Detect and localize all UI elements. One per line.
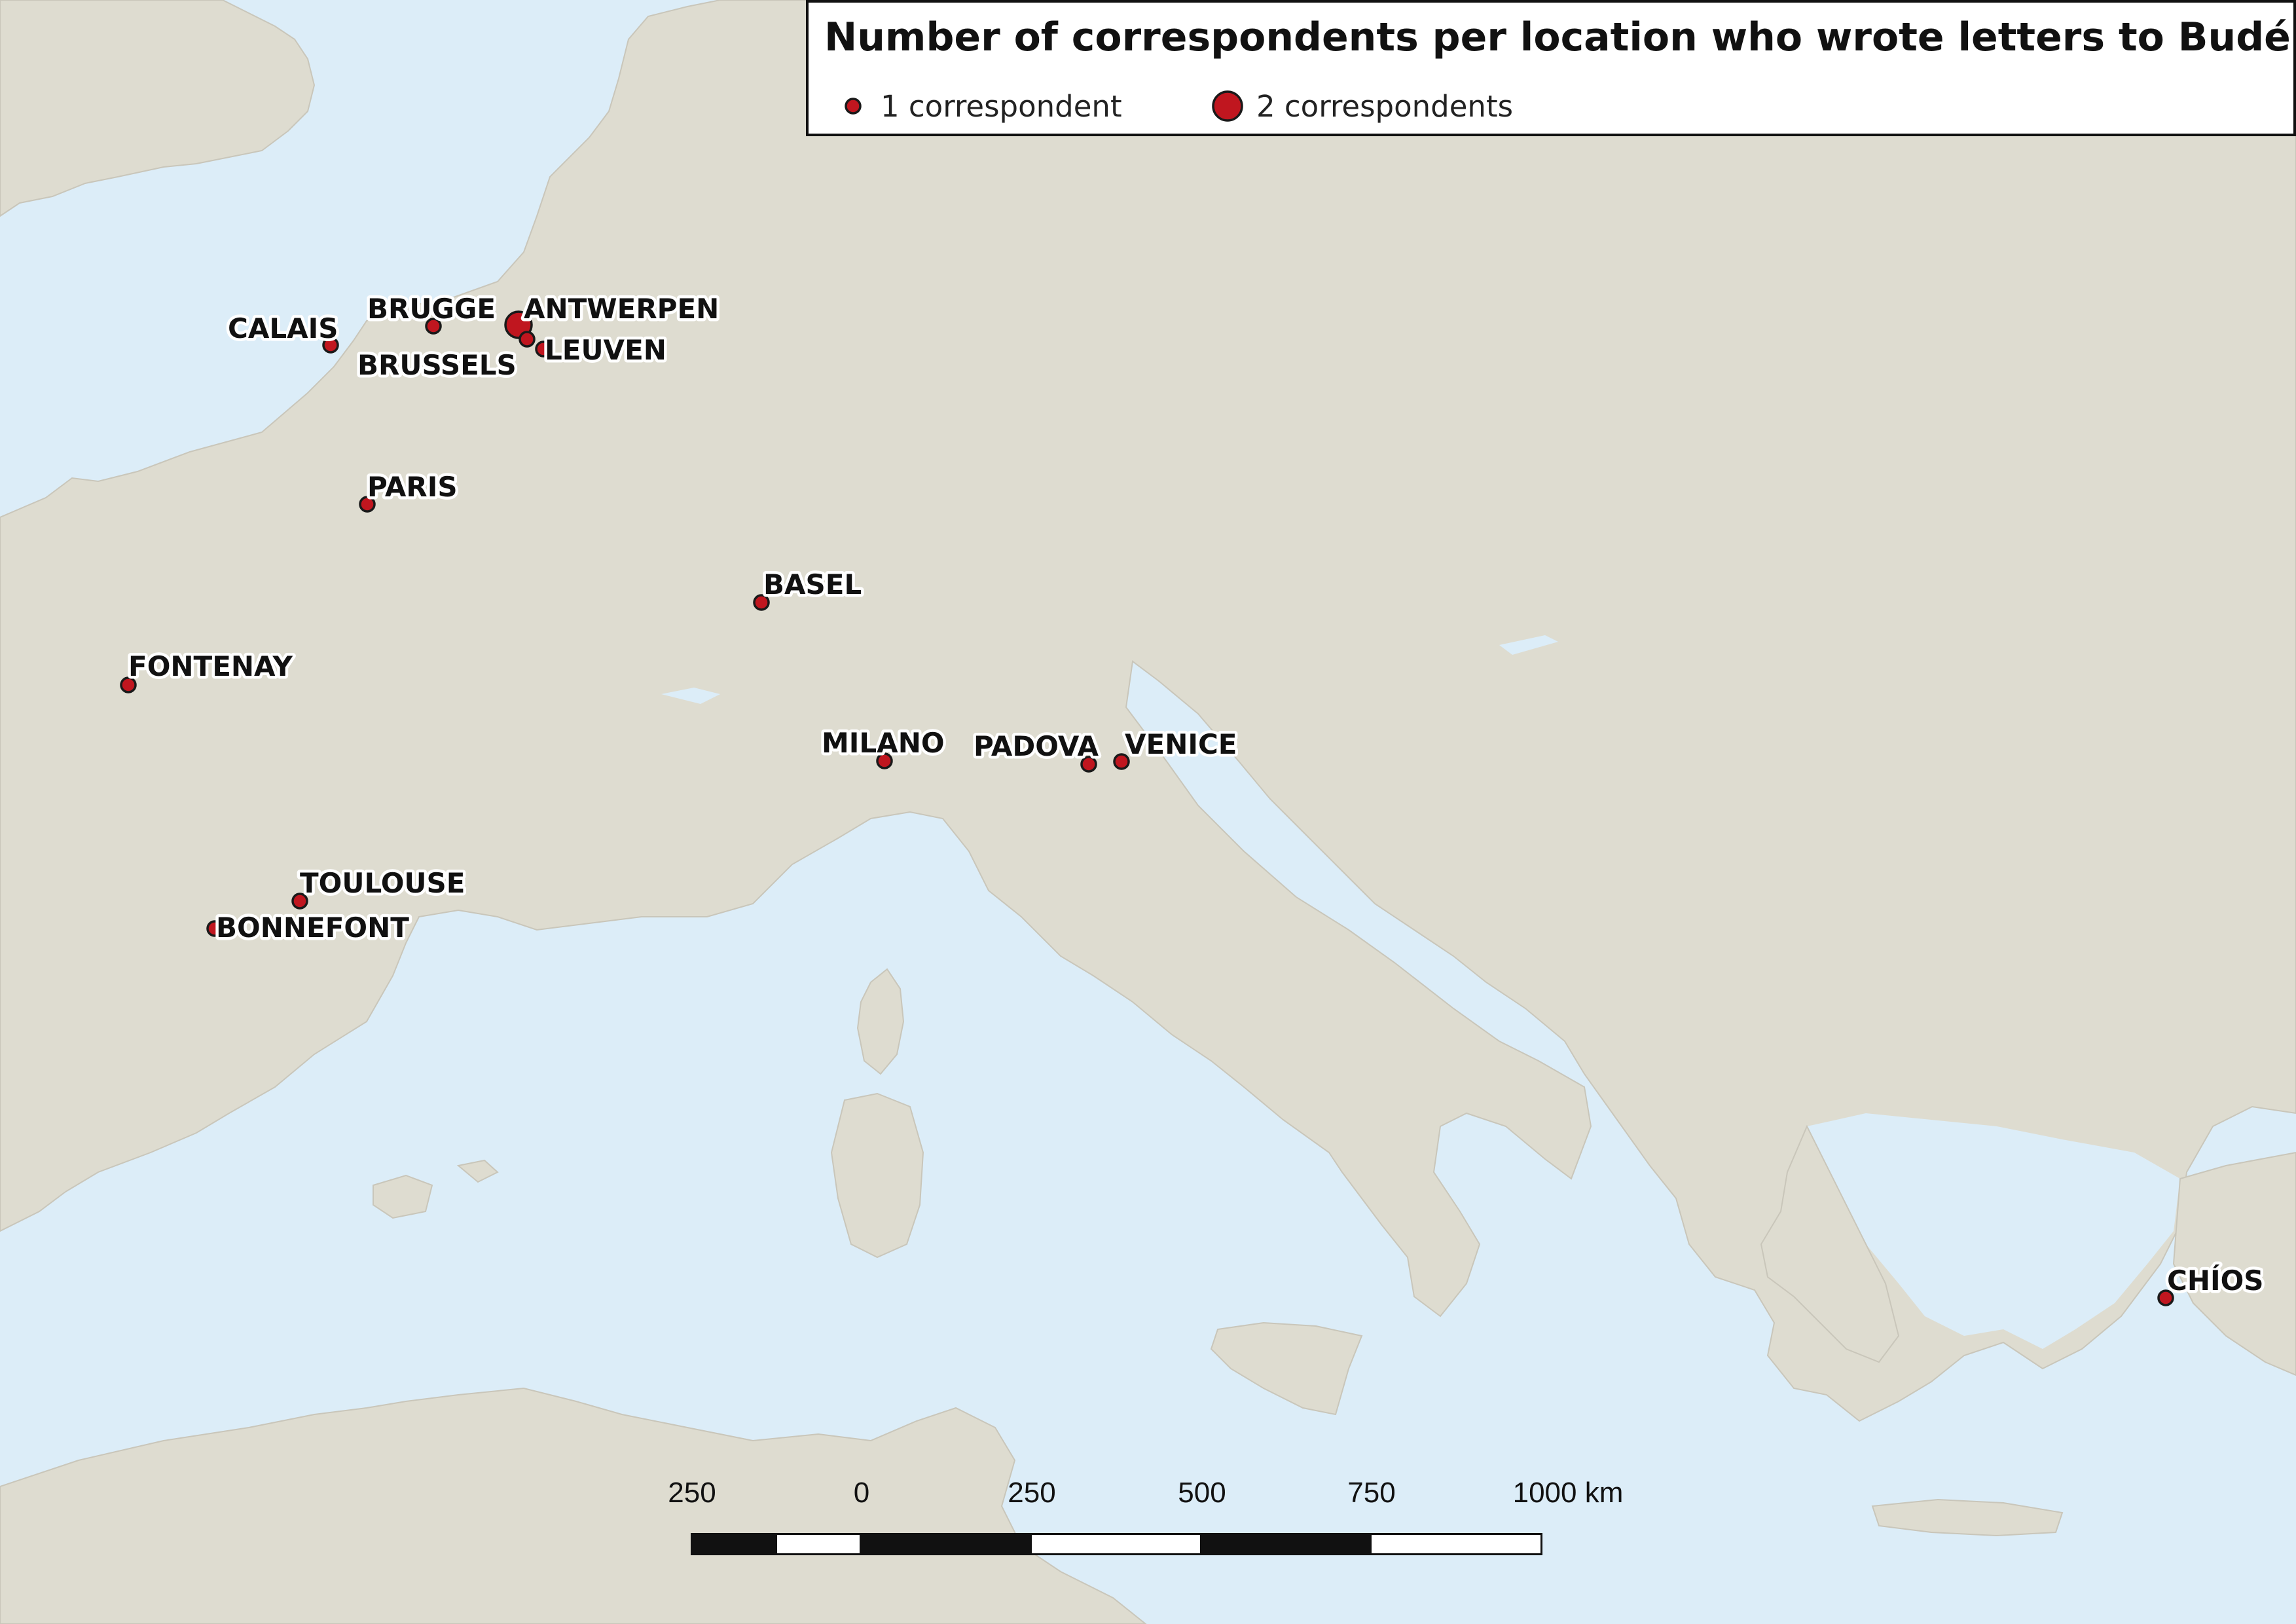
city-label: PARIS [367, 471, 458, 503]
scale-segment [1030, 1533, 1202, 1555]
greece-peninsula [1760, 1124, 1900, 1363]
scale-segment [775, 1533, 862, 1555]
scale-label: 750 [1347, 1477, 1396, 1509]
continental-europe [0, 0, 2296, 1422]
city-marker[interactable] [1080, 756, 1097, 773]
corsica [856, 968, 905, 1075]
great-britain [0, 0, 316, 217]
legend-item-2: 2 correspondents [1209, 86, 1513, 126]
city-marker[interactable] [876, 752, 893, 769]
north-africa [0, 1387, 1147, 1624]
city-marker[interactable] [535, 341, 552, 358]
city-marker[interactable] [753, 594, 770, 611]
city-label: CHÍOS [2167, 1264, 2264, 1297]
city-label: VENICE [1125, 728, 1237, 760]
turkey-coast [2172, 1151, 2296, 1376]
city-label: BRUSSELS [357, 349, 517, 381]
scale-segment [1370, 1533, 1542, 1555]
legend-dot-small-icon [845, 98, 862, 115]
city-label: FONTENAY [128, 650, 293, 682]
city-markers [120, 310, 2174, 1306]
city-marker[interactable] [291, 893, 308, 910]
city-labels: CALAIS BRUGGE ANTWERPEN LEUVEN BRUSSELS … [126, 290, 2267, 1300]
city-marker[interactable] [120, 676, 137, 693]
inland-water [661, 635, 2180, 1349]
scale-segment [1200, 1533, 1372, 1555]
scale-segment [691, 1533, 777, 1555]
scale-label: 0 [853, 1477, 870, 1509]
city-marker[interactable] [359, 496, 376, 513]
crete [1871, 1498, 2064, 1537]
lake-balaton [1499, 635, 1558, 655]
scale-label: 1000 km [1512, 1477, 1624, 1509]
city-marker[interactable] [519, 331, 536, 348]
city-marker[interactable] [322, 337, 339, 354]
legend-label-1: 1 correspondent [881, 88, 1122, 124]
legend-item-1: 1 correspondent [840, 86, 1122, 126]
city-marker[interactable] [1113, 753, 1130, 770]
scale-label: 250 [1008, 1477, 1056, 1509]
aegean-sea [1807, 1113, 2180, 1349]
legend-title: Number of correspondents per location wh… [824, 14, 2291, 60]
city-label: BRUGGE [367, 293, 496, 325]
menorca [456, 1159, 499, 1183]
city-marker[interactable] [206, 920, 223, 937]
sardinia [830, 1092, 924, 1259]
legend-dot-large-icon [1212, 90, 1243, 122]
city-label: LEUVEN [545, 334, 666, 366]
map-legend: Number of correspondents per location wh… [806, 0, 2296, 136]
city-label: TOULOUSE [300, 867, 465, 899]
greece-land [1760, 1124, 2296, 1376]
city-marker[interactable] [2157, 1289, 2174, 1306]
city-label: ANTWERPEN [524, 293, 719, 325]
lake-geneva [661, 688, 720, 704]
scale-bar: 250 0 250 500 750 1000 km [655, 1477, 1623, 1562]
scale-segment [860, 1533, 1032, 1555]
city-marker[interactable] [425, 318, 442, 335]
city-label: MILANO [822, 727, 945, 759]
scale-label: 250 [668, 1477, 716, 1509]
city-label: BASEL [763, 568, 862, 600]
city-label: CALAIS [228, 312, 338, 344]
city-label: BONNEFONT [216, 912, 409, 944]
city-label: PADOVA [974, 730, 1099, 762]
sicily [1210, 1321, 1363, 1416]
scale-label: 500 [1178, 1477, 1226, 1509]
legend-label-2: 2 correspondents [1256, 88, 1514, 124]
mallorca [373, 1174, 433, 1219]
